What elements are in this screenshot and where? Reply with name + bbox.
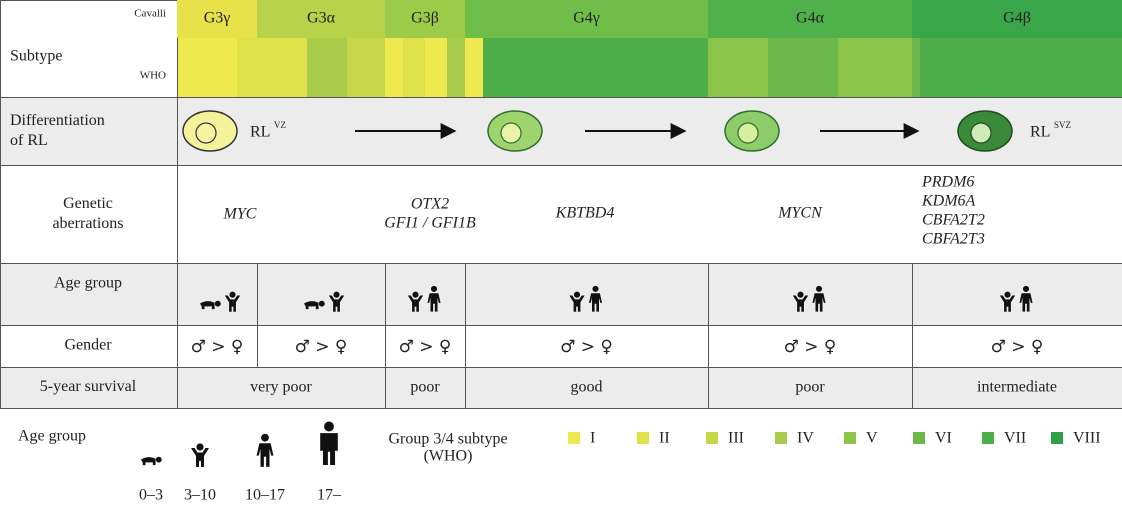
sub-label: Cavalli [134, 8, 166, 20]
legend-swatch [775, 432, 787, 444]
cell-nucleus [500, 122, 522, 144]
survival-cell: intermediate [977, 379, 1057, 396]
legend-label: II [659, 430, 670, 447]
row-bg [0, 97, 177, 165]
who-segment [768, 38, 838, 97]
gene-label: MYCN [777, 205, 823, 222]
survival-cell: good [571, 379, 603, 396]
row-bg [0, 367, 1122, 408]
who-segment [177, 38, 237, 97]
row-label: Gender [64, 337, 112, 354]
legend-label: VII [1004, 430, 1026, 447]
legend-swatch [568, 432, 580, 444]
legend-swatch [844, 432, 856, 444]
cell-nucleus [970, 122, 992, 144]
rl-sup: SVZ [1054, 120, 1071, 130]
gender-cell: ♂ > ♀ [399, 337, 452, 357]
content: G3γ G3α G3β G4γ G4α G4β Subtype Cavalli WHO Diffe… [10, 0, 1122, 504]
child-icon [191, 443, 209, 467]
legend-label: VI [935, 430, 952, 447]
survival-cell: poor [795, 379, 825, 396]
who-segment [385, 38, 403, 97]
row-bg [0, 263, 1122, 325]
survival-cell: very poor [250, 379, 312, 396]
baby-icon [140, 456, 162, 466]
who-segment [237, 38, 257, 97]
legend-swatch [637, 432, 649, 444]
legend-title: Group 3/4 subtype [388, 431, 507, 448]
who-segment [838, 38, 912, 97]
who-segment [708, 38, 768, 97]
gender-cell: ♂ > ♀ [191, 337, 244, 357]
gene-label: OTX2 [411, 196, 449, 213]
legend-label: IV [797, 430, 814, 447]
rl-label: RL [1030, 124, 1050, 141]
legend-title: Age group [18, 428, 86, 445]
subtype-cell [708, 0, 912, 38]
legend-swatch [706, 432, 718, 444]
subtype-label: G4γ [573, 10, 600, 27]
legend-swatch [982, 432, 994, 444]
rl-label: RL [250, 124, 270, 141]
sub-label: WHO [140, 70, 166, 82]
gene-label: CBFA2T2 [922, 212, 985, 229]
survival-cell: poor [410, 379, 440, 396]
who-segment [347, 38, 385, 97]
gene-label: GFI1 / GFI1B [384, 215, 476, 232]
legend-label: III [728, 430, 744, 447]
gender-cell: ♂ > ♀ [295, 337, 348, 357]
legend-label: VIII [1073, 430, 1101, 447]
row-label: 5-year survival [40, 378, 137, 395]
teen-icon [256, 433, 274, 467]
age-range: 0–3 [139, 487, 163, 504]
subtype-cell [177, 0, 257, 38]
legend-label: I [590, 430, 595, 447]
subtype-cell [912, 0, 1122, 38]
who-segment [465, 38, 483, 97]
subtype-label: G3β [411, 10, 439, 27]
row-label: Subtype [10, 48, 62, 65]
row-label: Age group [54, 275, 122, 292]
legend-swatch [1051, 432, 1063, 444]
who-segment [920, 38, 1122, 97]
who-segment [483, 38, 708, 97]
legend-swatch [913, 432, 925, 444]
subtype-label: G3α [307, 10, 336, 27]
gene-label: CBFA2T3 [922, 231, 985, 248]
subtype-label: G4β [1003, 10, 1031, 27]
who-segment [447, 38, 465, 97]
who-segment [912, 38, 920, 97]
gender-cell: ♂ > ♀ [784, 337, 837, 357]
age-range: 17– [317, 487, 342, 504]
table-lines [0, 0, 1122, 409]
adult-icon [320, 421, 338, 465]
gene-label: KDM6A [921, 193, 976, 210]
backgrounds [0, 97, 1122, 408]
gene-label: KBTBD4 [555, 205, 615, 222]
gene-label: MYC [223, 206, 257, 223]
cell-nucleus [195, 122, 217, 144]
cell-nucleus [737, 122, 759, 144]
gender-cell: ♂ > ♀ [560, 337, 613, 357]
row-label: Differentiation of RL [10, 112, 105, 149]
subtype-cell [385, 0, 465, 38]
who-segment [425, 38, 447, 97]
age-range: 3–10 [184, 487, 216, 504]
gender-cell: ♂ > ♀ [991, 337, 1044, 357]
who-strip [177, 38, 1122, 97]
legend-title: (WHO) [424, 448, 473, 465]
subtype-label: G4α [796, 10, 825, 27]
subtype-cell [465, 0, 708, 38]
row-label: Genetic aberrations [52, 195, 123, 232]
gene-label: PRDM6 [921, 174, 974, 191]
subtype-cell [257, 0, 385, 38]
subtype-label: G3γ [204, 10, 231, 27]
who-segment [403, 38, 425, 97]
legend-label: V [866, 430, 878, 447]
who-segment [307, 38, 347, 97]
age-range: 10–17 [245, 487, 285, 504]
who-segment [257, 38, 307, 97]
rl-sup: VZ [274, 120, 286, 130]
